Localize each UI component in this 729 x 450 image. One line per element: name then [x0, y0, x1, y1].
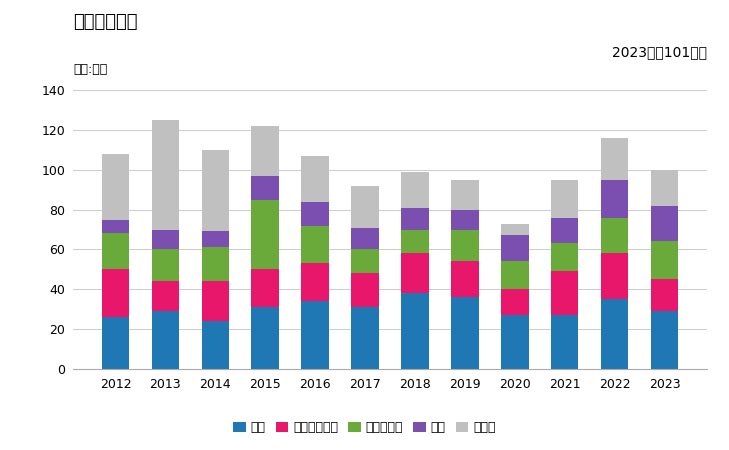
Text: 単位:トン: 単位:トン — [73, 63, 107, 76]
Bar — [501, 315, 529, 369]
Bar — [301, 202, 329, 225]
Text: 2023年：101トン: 2023年：101トン — [612, 45, 707, 59]
Bar — [651, 311, 678, 369]
Bar — [601, 180, 628, 217]
Bar — [501, 224, 529, 235]
Bar — [102, 317, 129, 369]
Bar — [102, 154, 129, 220]
Bar — [152, 281, 179, 311]
Bar — [201, 231, 229, 248]
Bar — [551, 180, 579, 217]
Bar — [551, 315, 579, 369]
Bar — [451, 261, 479, 297]
Bar — [651, 279, 678, 311]
Bar — [451, 210, 479, 230]
Text: 輸出量の推移: 輸出量の推移 — [73, 14, 137, 32]
Bar — [501, 289, 529, 315]
Bar — [451, 230, 479, 261]
Bar — [152, 311, 179, 369]
Bar — [601, 253, 628, 299]
Bar — [102, 220, 129, 234]
Bar — [102, 270, 129, 317]
Bar — [252, 270, 279, 307]
Bar — [252, 126, 279, 176]
Bar — [201, 150, 229, 231]
Bar — [201, 248, 229, 281]
Bar — [451, 180, 479, 210]
Bar — [301, 225, 329, 263]
Bar — [152, 230, 179, 249]
Bar — [201, 281, 229, 321]
Bar — [651, 242, 678, 279]
Bar — [152, 120, 179, 230]
Bar — [351, 186, 379, 228]
Bar — [301, 263, 329, 301]
Bar — [252, 176, 279, 200]
Bar — [501, 235, 529, 261]
Bar — [651, 170, 678, 206]
Bar — [401, 172, 429, 207]
Bar — [401, 230, 429, 253]
Bar — [501, 261, 529, 289]
Bar — [351, 273, 379, 307]
Bar — [551, 217, 579, 243]
Bar — [651, 206, 678, 242]
Legend: 韓国, シンガポール, マレーシア, 豪州, その他: 韓国, シンガポール, マレーシア, 豪州, その他 — [228, 416, 501, 439]
Bar — [401, 253, 429, 293]
Bar — [551, 271, 579, 315]
Bar — [201, 321, 229, 369]
Bar — [252, 307, 279, 369]
Bar — [401, 293, 429, 369]
Bar — [252, 200, 279, 270]
Bar — [601, 299, 628, 369]
Bar — [601, 138, 628, 180]
Bar — [351, 307, 379, 369]
Bar — [102, 234, 129, 270]
Bar — [301, 156, 329, 202]
Bar — [401, 207, 429, 230]
Bar — [351, 228, 379, 249]
Bar — [551, 243, 579, 271]
Bar — [451, 297, 479, 369]
Bar — [301, 301, 329, 369]
Bar — [152, 249, 179, 281]
Bar — [351, 249, 379, 273]
Bar — [601, 217, 628, 253]
